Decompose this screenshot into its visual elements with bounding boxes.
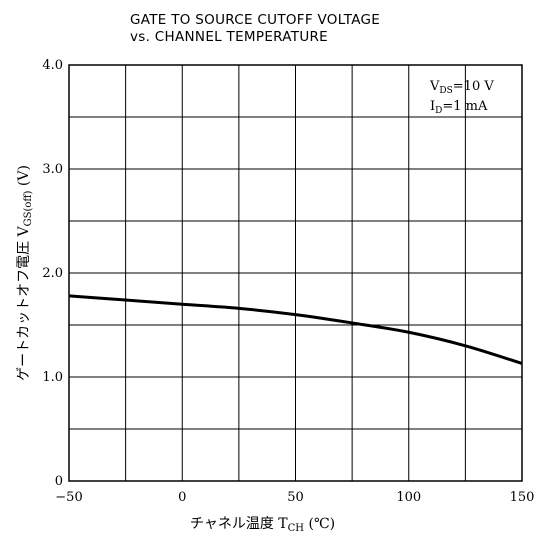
chart-title-line-1: GATE TO SOURCE CUTOFF VOLTAGE (130, 12, 380, 28)
y-tick-label: 3.0 (42, 162, 63, 177)
x-tick-label: 100 (396, 490, 421, 505)
x-tick-label: 150 (510, 490, 535, 505)
plot-frame (68, 64, 523, 482)
condition-vds: VDS=10 V (429, 79, 494, 96)
y-axis-title: ゲートカットオフ電圧 VGS(off) (V) (16, 165, 34, 381)
x-axis-title: チャネル温度 TCH (℃) (190, 516, 335, 534)
condition-id: ID=1 mA (430, 99, 488, 116)
series-layer (68, 294, 523, 365)
y-tick-label: 4.0 (42, 58, 63, 73)
grid (69, 65, 522, 481)
y-tick-label: 2.0 (42, 266, 63, 281)
series-line (68, 294, 523, 365)
y-tick-label: 0 (55, 474, 63, 489)
chart-title-line-2: vs. CHANNEL TEMPERATURE (130, 29, 328, 45)
y-tick-label: 1.0 (42, 370, 63, 385)
x-tick-label: −50 (55, 490, 82, 505)
x-tick-label: 0 (178, 490, 186, 505)
condition-box: VDS=10 V ID=1 mA (429, 79, 494, 116)
x-tick-label: 50 (287, 490, 304, 505)
